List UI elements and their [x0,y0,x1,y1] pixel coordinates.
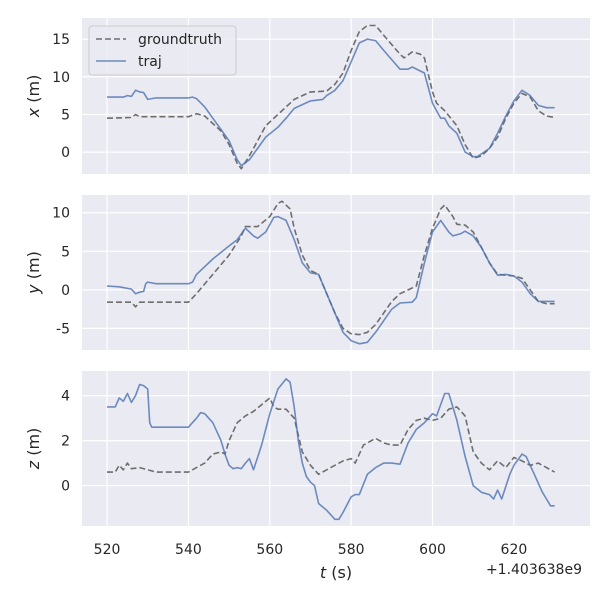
y-tick-label: 15 [52,32,70,48]
plot-area [82,371,590,526]
y-axis-label: x (m) [24,75,43,119]
y-tick-label: 10 [52,70,70,86]
x-axis-label: t (s) [320,563,352,582]
x-tick-label: 600 [419,542,446,558]
legend-label-traj: traj [138,54,162,70]
y-tick-label: 2 [61,434,70,450]
legend: groundtruth traj [88,25,237,76]
x-tick-label: 580 [338,542,365,558]
series-line-traj [107,38,555,167]
x-tick-label: 560 [256,542,283,558]
y-tick-label: -5 [56,321,70,337]
series-line-groundtruth [107,397,555,476]
y-tick-label: 5 [61,107,70,123]
y-axis-label: z (m) [24,428,43,471]
subplot-y: -5 0 5 10 y (m) [24,195,590,350]
x-offset-label: +1.403638e9 [486,562,582,578]
subplot-z: 0 2 4 z (m) 520 540 560 580 600 620 t (s) +1.403638… [24,371,590,582]
y-tick-label: 4 [61,389,70,405]
plot-area [82,195,590,350]
y-tick-label: 0 [61,283,70,299]
legend-label-groundtruth: groundtruth [138,32,222,48]
y-tick-label: 0 [61,145,70,161]
y-tick-label: 0 [61,479,70,495]
series-line-traj [107,378,555,521]
y-axis-label: y (m) [24,251,43,295]
x-tick-label: 540 [175,542,202,558]
x-tick-label: 620 [501,542,528,558]
y-tick-label: 10 [52,206,70,222]
subplot-x: 0 5 10 15 x (m) groundtruth traj [24,18,590,174]
x-tick-label: 520 [94,542,121,558]
series-line-traj [106,215,555,345]
y-tick-label: 5 [61,244,70,260]
